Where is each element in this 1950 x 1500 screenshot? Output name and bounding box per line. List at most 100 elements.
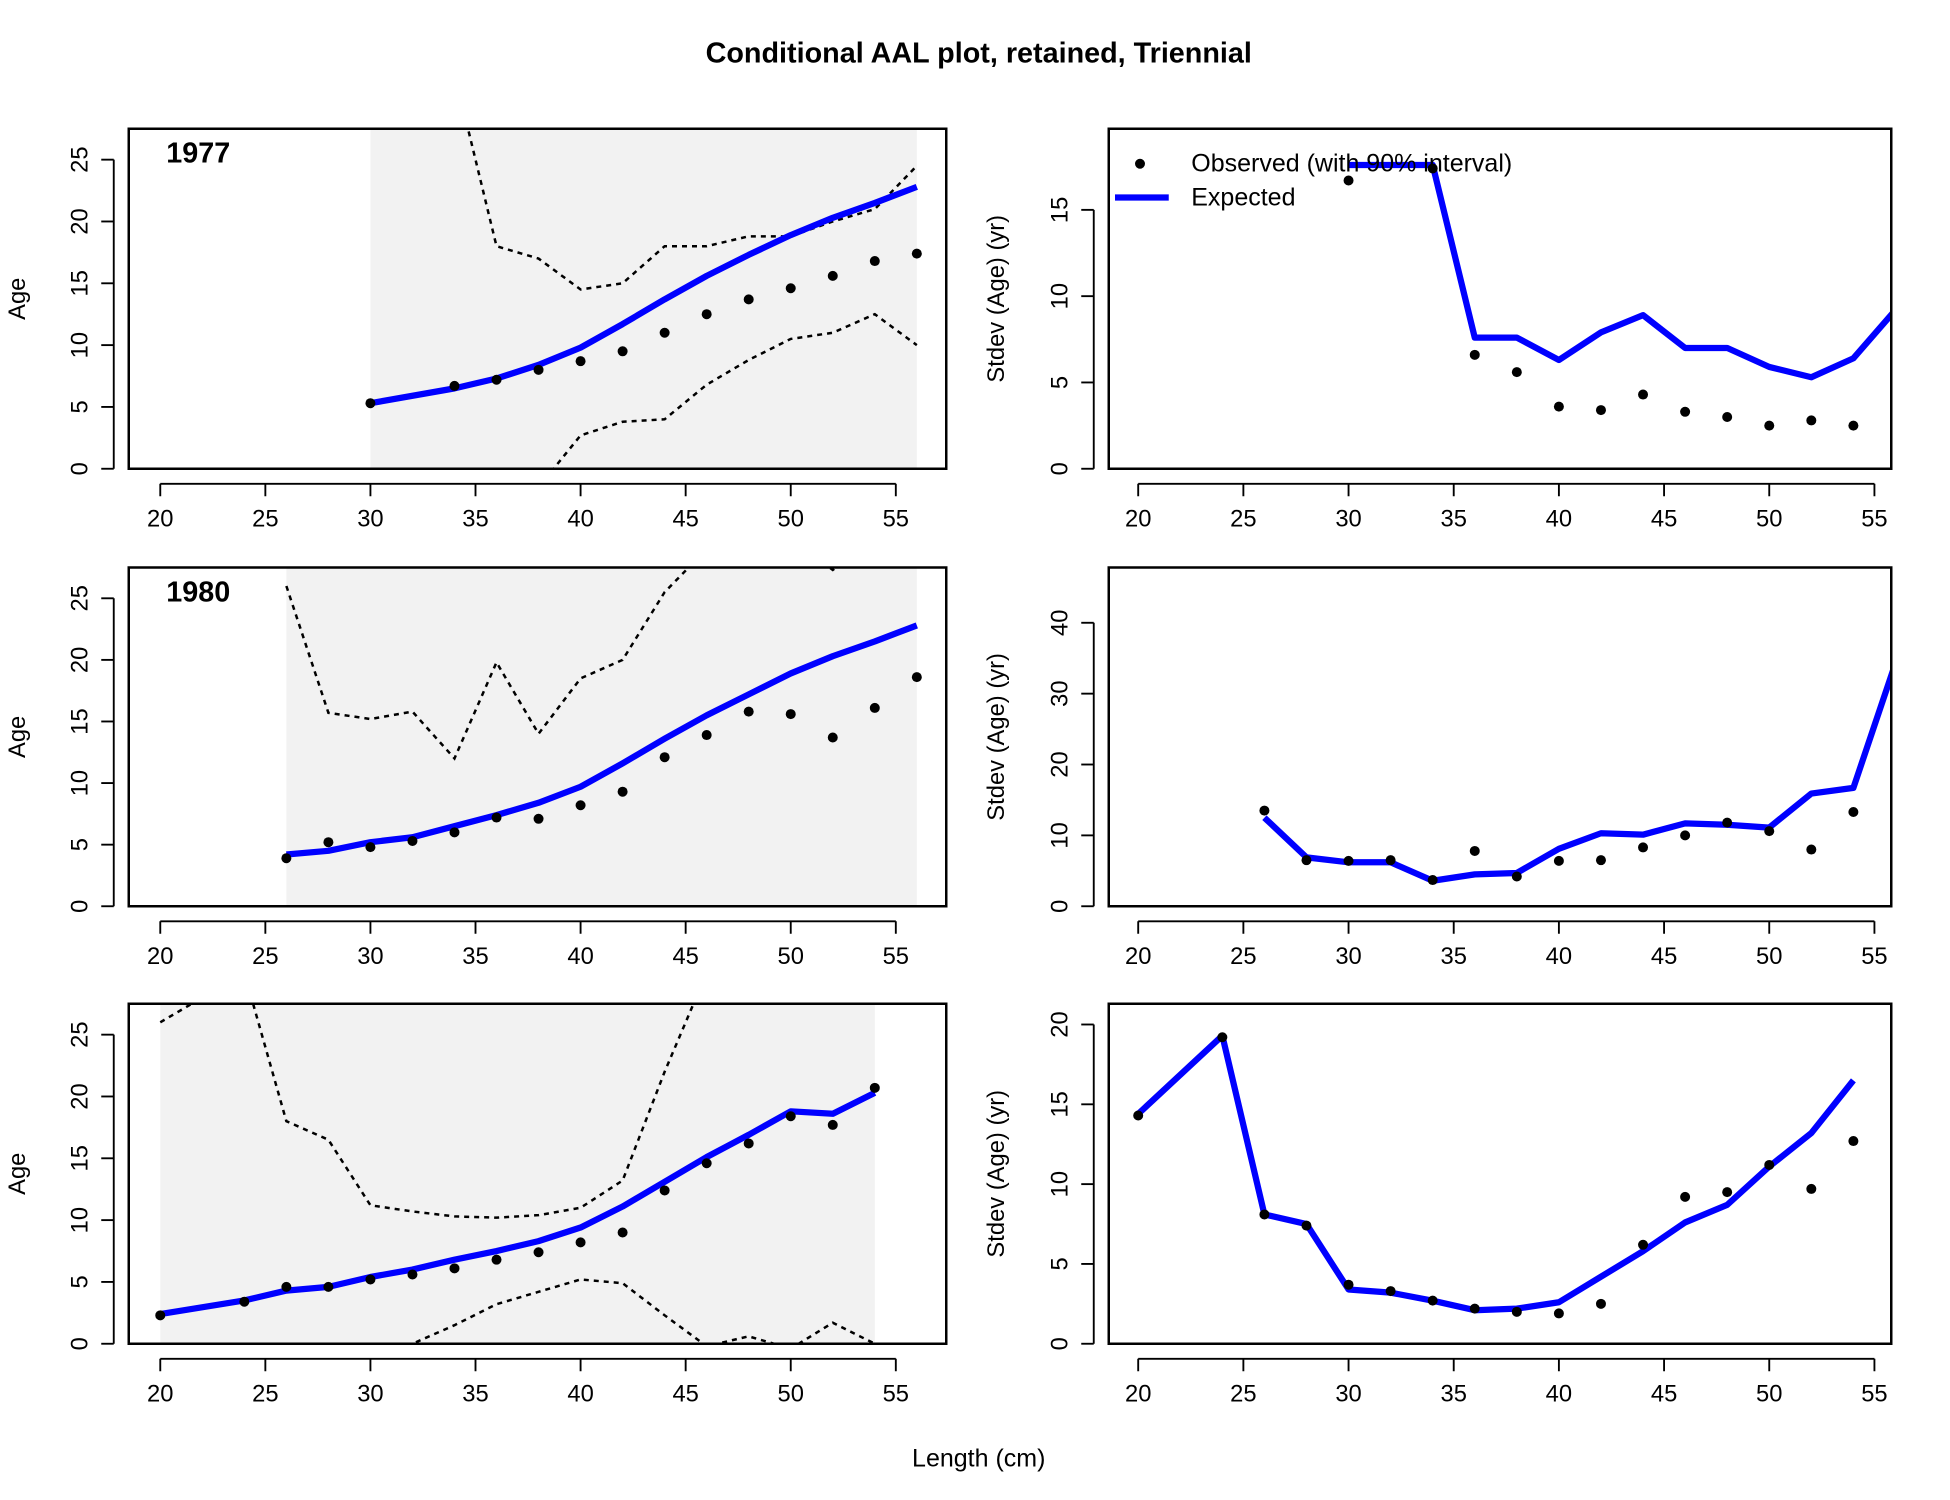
panel xyxy=(1133,1032,1859,1319)
interval-band xyxy=(286,567,917,907)
x-tick-label: 45 xyxy=(1651,1380,1677,1407)
observed-point xyxy=(701,309,712,320)
x-tick-label: 50 xyxy=(778,505,804,532)
x-tick-label: 45 xyxy=(672,1380,698,1407)
plot-frame xyxy=(127,1002,948,1345)
observed-point xyxy=(1469,845,1480,856)
panel-label: 1977 xyxy=(166,138,230,170)
expected-line xyxy=(1136,1032,1856,1314)
observed-point xyxy=(449,1263,460,1274)
observed-point xyxy=(1469,349,1480,360)
observed-point xyxy=(743,1138,754,1149)
upper-interval xyxy=(159,1003,695,1219)
y-tick-label: 10 xyxy=(67,1207,94,1233)
y-tick-label: 5 xyxy=(1047,1257,1074,1270)
lower-interval xyxy=(551,312,918,469)
observed-point xyxy=(1680,1191,1691,1202)
x-tick-label: 35 xyxy=(1441,505,1467,532)
x-tick-label: 30 xyxy=(357,1380,383,1407)
observed-point xyxy=(1427,1295,1438,1306)
y-tick-label: 20 xyxy=(67,208,94,234)
y-tick-label: 15 xyxy=(67,708,94,734)
observed-point xyxy=(701,1158,712,1169)
x-tick-label: 20 xyxy=(147,1380,173,1407)
observed-point xyxy=(1806,844,1817,855)
panel xyxy=(365,128,922,469)
plot-frame xyxy=(127,566,948,908)
y-tick-label: 5 xyxy=(1047,376,1074,389)
observed-point xyxy=(659,1185,670,1196)
x-tick-label: 50 xyxy=(778,1380,804,1407)
y-tick-label: 10 xyxy=(1047,283,1074,309)
x-tick-label: 35 xyxy=(462,943,488,970)
observed-point xyxy=(281,853,292,864)
observed-point xyxy=(323,1281,334,1292)
x-tick-label: 50 xyxy=(778,943,804,970)
observed-point xyxy=(617,786,628,797)
observed-point xyxy=(1764,826,1775,837)
x-tick-label: 50 xyxy=(1756,943,1782,970)
y-tick-label: 25 xyxy=(67,146,94,172)
observed-point xyxy=(659,327,670,338)
y-axis-label: Stdev (Age) (yr) xyxy=(983,653,1010,821)
observed-point xyxy=(1848,420,1859,431)
observed-point xyxy=(1553,1308,1564,1319)
observed-point xyxy=(449,380,460,391)
y-tick-label: 10 xyxy=(67,770,94,796)
observed-point xyxy=(1680,406,1691,417)
observed-point xyxy=(1259,805,1270,816)
x-tick-label: 20 xyxy=(147,943,173,970)
observed-point xyxy=(533,364,544,375)
legend-label: Observed (with 90% interval) xyxy=(1191,150,1512,178)
plot-frame xyxy=(1107,566,1893,908)
x-tick-label: 25 xyxy=(252,943,278,970)
observed-point xyxy=(575,800,586,811)
y-tick-label: 20 xyxy=(67,647,94,673)
x-tick-label: 30 xyxy=(357,943,383,970)
observed-point xyxy=(365,398,376,409)
observed-point xyxy=(827,732,838,743)
observed-point xyxy=(365,842,376,853)
x-tick-label: 35 xyxy=(1441,1380,1467,1407)
observed-point xyxy=(1722,817,1733,828)
upper-interval xyxy=(466,128,918,291)
x-tick-label: 40 xyxy=(1546,505,1572,532)
x-tick-label: 40 xyxy=(567,505,593,532)
observed-point xyxy=(1133,1110,1144,1121)
x-tick-label: 45 xyxy=(1651,505,1677,532)
panel xyxy=(1343,161,1892,431)
legend-label: Expected xyxy=(1191,183,1295,211)
observed-point xyxy=(701,730,712,741)
x-tick-label: 40 xyxy=(567,1380,593,1407)
x-tick-label: 45 xyxy=(672,505,698,532)
observed-point xyxy=(407,1269,418,1280)
expected-line xyxy=(1262,665,1892,884)
observed-point xyxy=(785,709,796,720)
y-tick-label: 5 xyxy=(67,400,94,413)
x-tick-label: 35 xyxy=(1441,943,1467,970)
y-tick-label: 15 xyxy=(67,1145,94,1171)
x-tick-label: 40 xyxy=(1546,943,1572,970)
legend-point xyxy=(1135,158,1145,169)
observed-point xyxy=(1427,163,1438,174)
expected-line xyxy=(286,622,918,858)
observed-point xyxy=(785,1111,796,1122)
x-tick-label: 20 xyxy=(147,505,173,532)
upper-interval xyxy=(285,567,838,761)
x-tick-label: 50 xyxy=(1756,505,1782,532)
observed-point xyxy=(1511,1306,1522,1317)
observed-point xyxy=(449,827,460,838)
observed-point xyxy=(281,1281,292,1292)
y-tick-label: 0 xyxy=(1047,1337,1074,1350)
x-tick-label: 25 xyxy=(1230,943,1256,970)
y-axis-label: Age xyxy=(4,1153,31,1195)
observed-point xyxy=(1217,1032,1228,1043)
observed-point xyxy=(911,672,922,683)
x-tick-label: 35 xyxy=(462,1380,488,1407)
observed-point xyxy=(827,1119,838,1130)
x-tick-label: 30 xyxy=(1335,943,1361,970)
observed-point xyxy=(1469,1303,1480,1314)
observed-point xyxy=(869,256,880,267)
x-tick-label: 55 xyxy=(1861,505,1887,532)
